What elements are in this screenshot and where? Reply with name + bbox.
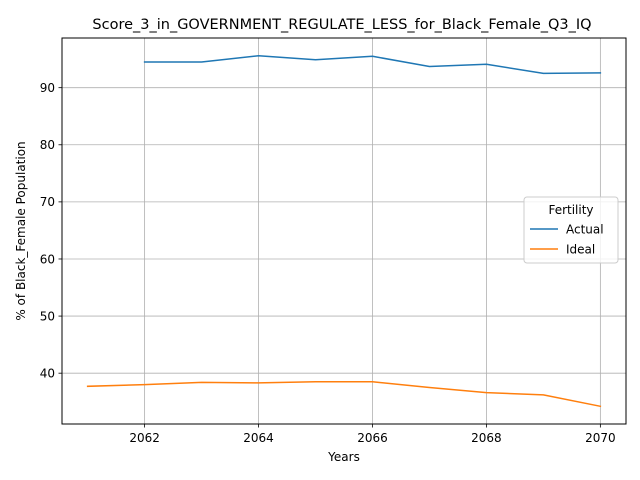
- y-tick-label: 40: [40, 366, 55, 380]
- x-tick-label: 2066: [357, 431, 388, 445]
- axis-ticks: 2062 2064 2066 2068 2070 40 50 60 70 80 90: [40, 81, 616, 445]
- x-tick-label: 2062: [129, 431, 160, 445]
- series-line-actual: [143, 54, 602, 75]
- x-axis-title: Years: [327, 450, 360, 464]
- legend-box: [523, 196, 619, 264]
- x-tick-label: 2064: [243, 431, 274, 445]
- y-axis-title: % of Black_Female Population: [14, 141, 28, 320]
- y-tick-label: 60: [40, 252, 55, 266]
- legend-title: Fertility: [548, 203, 593, 217]
- plot-area-frame: [61, 37, 627, 425]
- legend: Fertility Actual Ideal: [523, 196, 619, 264]
- legend-label-ideal: Ideal: [566, 242, 595, 256]
- y-tick-label: 80: [40, 138, 55, 152]
- x-tick-label: 2068: [471, 431, 502, 445]
- chart-title: Score_3_in_GOVERNMENT_REGULATE_LESS_for_…: [92, 17, 591, 33]
- x-tick-label: 2070: [585, 431, 616, 445]
- y-tick-label: 90: [40, 81, 55, 95]
- series-lines: [86, 54, 602, 408]
- series-line-ideal: [86, 381, 602, 408]
- y-tick-label: 50: [40, 309, 55, 323]
- y-tick-label: 70: [40, 195, 55, 209]
- legend-label-actual: Actual: [566, 222, 604, 236]
